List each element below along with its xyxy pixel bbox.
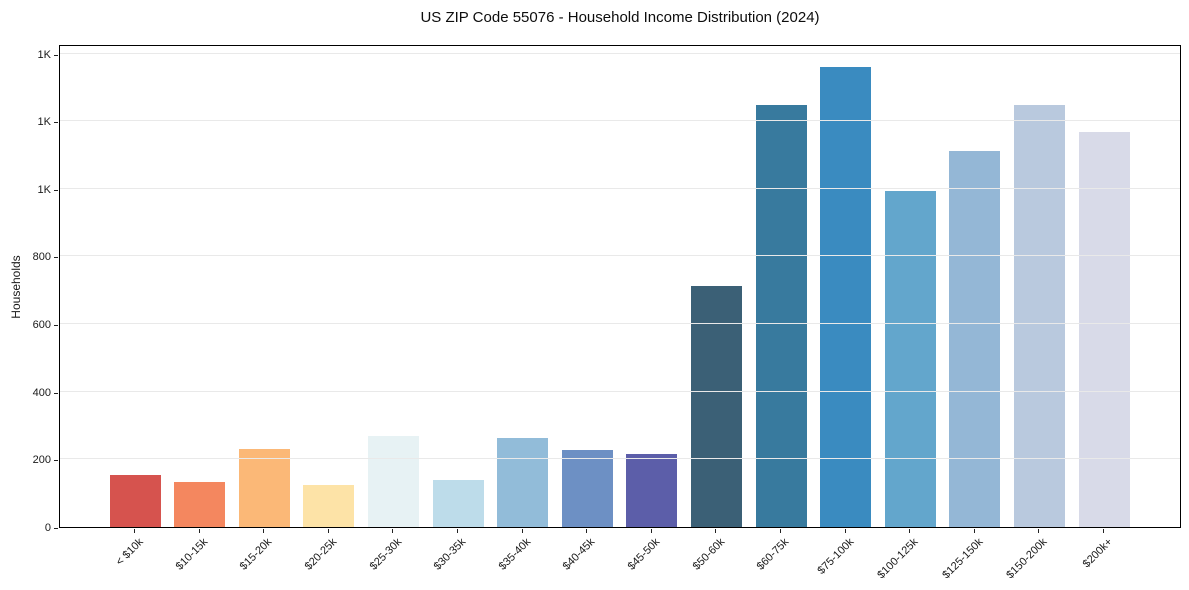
x-tick-label: $125-150k (940, 536, 986, 582)
x-tick-mark (715, 529, 717, 533)
y-tick-mark (54, 122, 58, 124)
y-tick-mark (54, 392, 58, 394)
x-tick-mark (327, 529, 329, 533)
y-tick-mark (54, 54, 58, 56)
y-tick-label: 1K (37, 48, 51, 61)
gridline-1000 (60, 187, 1180, 189)
y-tick-mark (54, 189, 58, 191)
bar-125-150k (949, 150, 1001, 527)
gridline-200 (60, 458, 1180, 460)
bar-35-40k (497, 438, 549, 527)
y-tick-label: 600 (32, 319, 51, 332)
y-tick-label: 0 (44, 522, 51, 534)
x-tick-label: $10-15k (173, 536, 211, 573)
x-tick-mark (650, 529, 652, 533)
x-tick-label: $25-30k (367, 536, 404, 573)
y-tick-mark (54, 460, 58, 462)
y-tick-mark (54, 257, 58, 259)
bar-40-45k (561, 449, 613, 527)
gridline-1200 (60, 120, 1180, 122)
y-tick-label: 1K (37, 183, 51, 196)
y-tick-mark (54, 528, 58, 529)
bar-75-100k (820, 67, 872, 527)
x-tick-label: $45-50k (625, 536, 663, 573)
x-tick-label: $60-75k (754, 536, 792, 573)
x-tick-mark (586, 529, 588, 533)
y-tick-label: 1K (37, 116, 51, 129)
x-tick-mark (198, 529, 200, 533)
x-tick-label: $150-200k (1004, 536, 1050, 582)
x-tick-label: $40-45k (561, 536, 598, 573)
y-tick-mark (54, 325, 58, 327)
bar-25-30k (367, 436, 419, 527)
plot-area (59, 45, 1181, 528)
bar-200k+ (1078, 131, 1130, 527)
bar-30-35k (432, 479, 484, 527)
bar-15-20k (238, 448, 290, 527)
x-tick-label: $30-35k (431, 536, 469, 573)
x-tick-mark (844, 529, 846, 533)
x-tick-label: $75-100k (815, 536, 857, 577)
gridline-400 (60, 390, 1180, 392)
y-tick-label: 400 (32, 386, 51, 399)
gridline-800 (60, 255, 1180, 257)
bar-60-75k (755, 105, 807, 527)
y-tick-label: 800 (32, 251, 51, 264)
bar-45-50k (626, 453, 678, 527)
x-tick-mark (1103, 529, 1104, 533)
x-tick-mark (263, 529, 265, 533)
chart-title: US ZIP Code 55076 - Household Income Dis… (420, 9, 820, 26)
x-tick-mark (521, 529, 523, 533)
x-tick-mark (134, 529, 135, 533)
y-tick-label: 200 (32, 454, 51, 467)
x-tick-label: $15-20k (238, 536, 275, 573)
bar-10-15k (174, 482, 226, 527)
x-tick-mark (457, 529, 458, 533)
x-tick-label: $200k+ (1080, 536, 1115, 571)
x-tick-mark (1038, 529, 1040, 533)
x-tick-label: $20-25k (302, 536, 340, 573)
x-tick-mark (780, 529, 781, 533)
x-tick-mark (973, 529, 975, 533)
bar-20-25k (303, 485, 355, 527)
bar-150-200k (1013, 105, 1065, 527)
x-tick-label: $50-60k (690, 536, 727, 573)
bar-100-125k (884, 190, 936, 527)
x-tick-label: < $10k (113, 536, 146, 569)
x-tick-label: $100-125k (875, 536, 921, 582)
bar-50-60k (690, 286, 742, 527)
x-tick-label: $35-40k (496, 536, 534, 573)
y-axis-label: Households (9, 255, 23, 319)
x-tick-mark (392, 529, 394, 533)
gridline-1400 (60, 52, 1180, 54)
bar-10k (109, 474, 161, 527)
x-tick-mark (909, 529, 911, 533)
gridline-600 (60, 323, 1180, 325)
